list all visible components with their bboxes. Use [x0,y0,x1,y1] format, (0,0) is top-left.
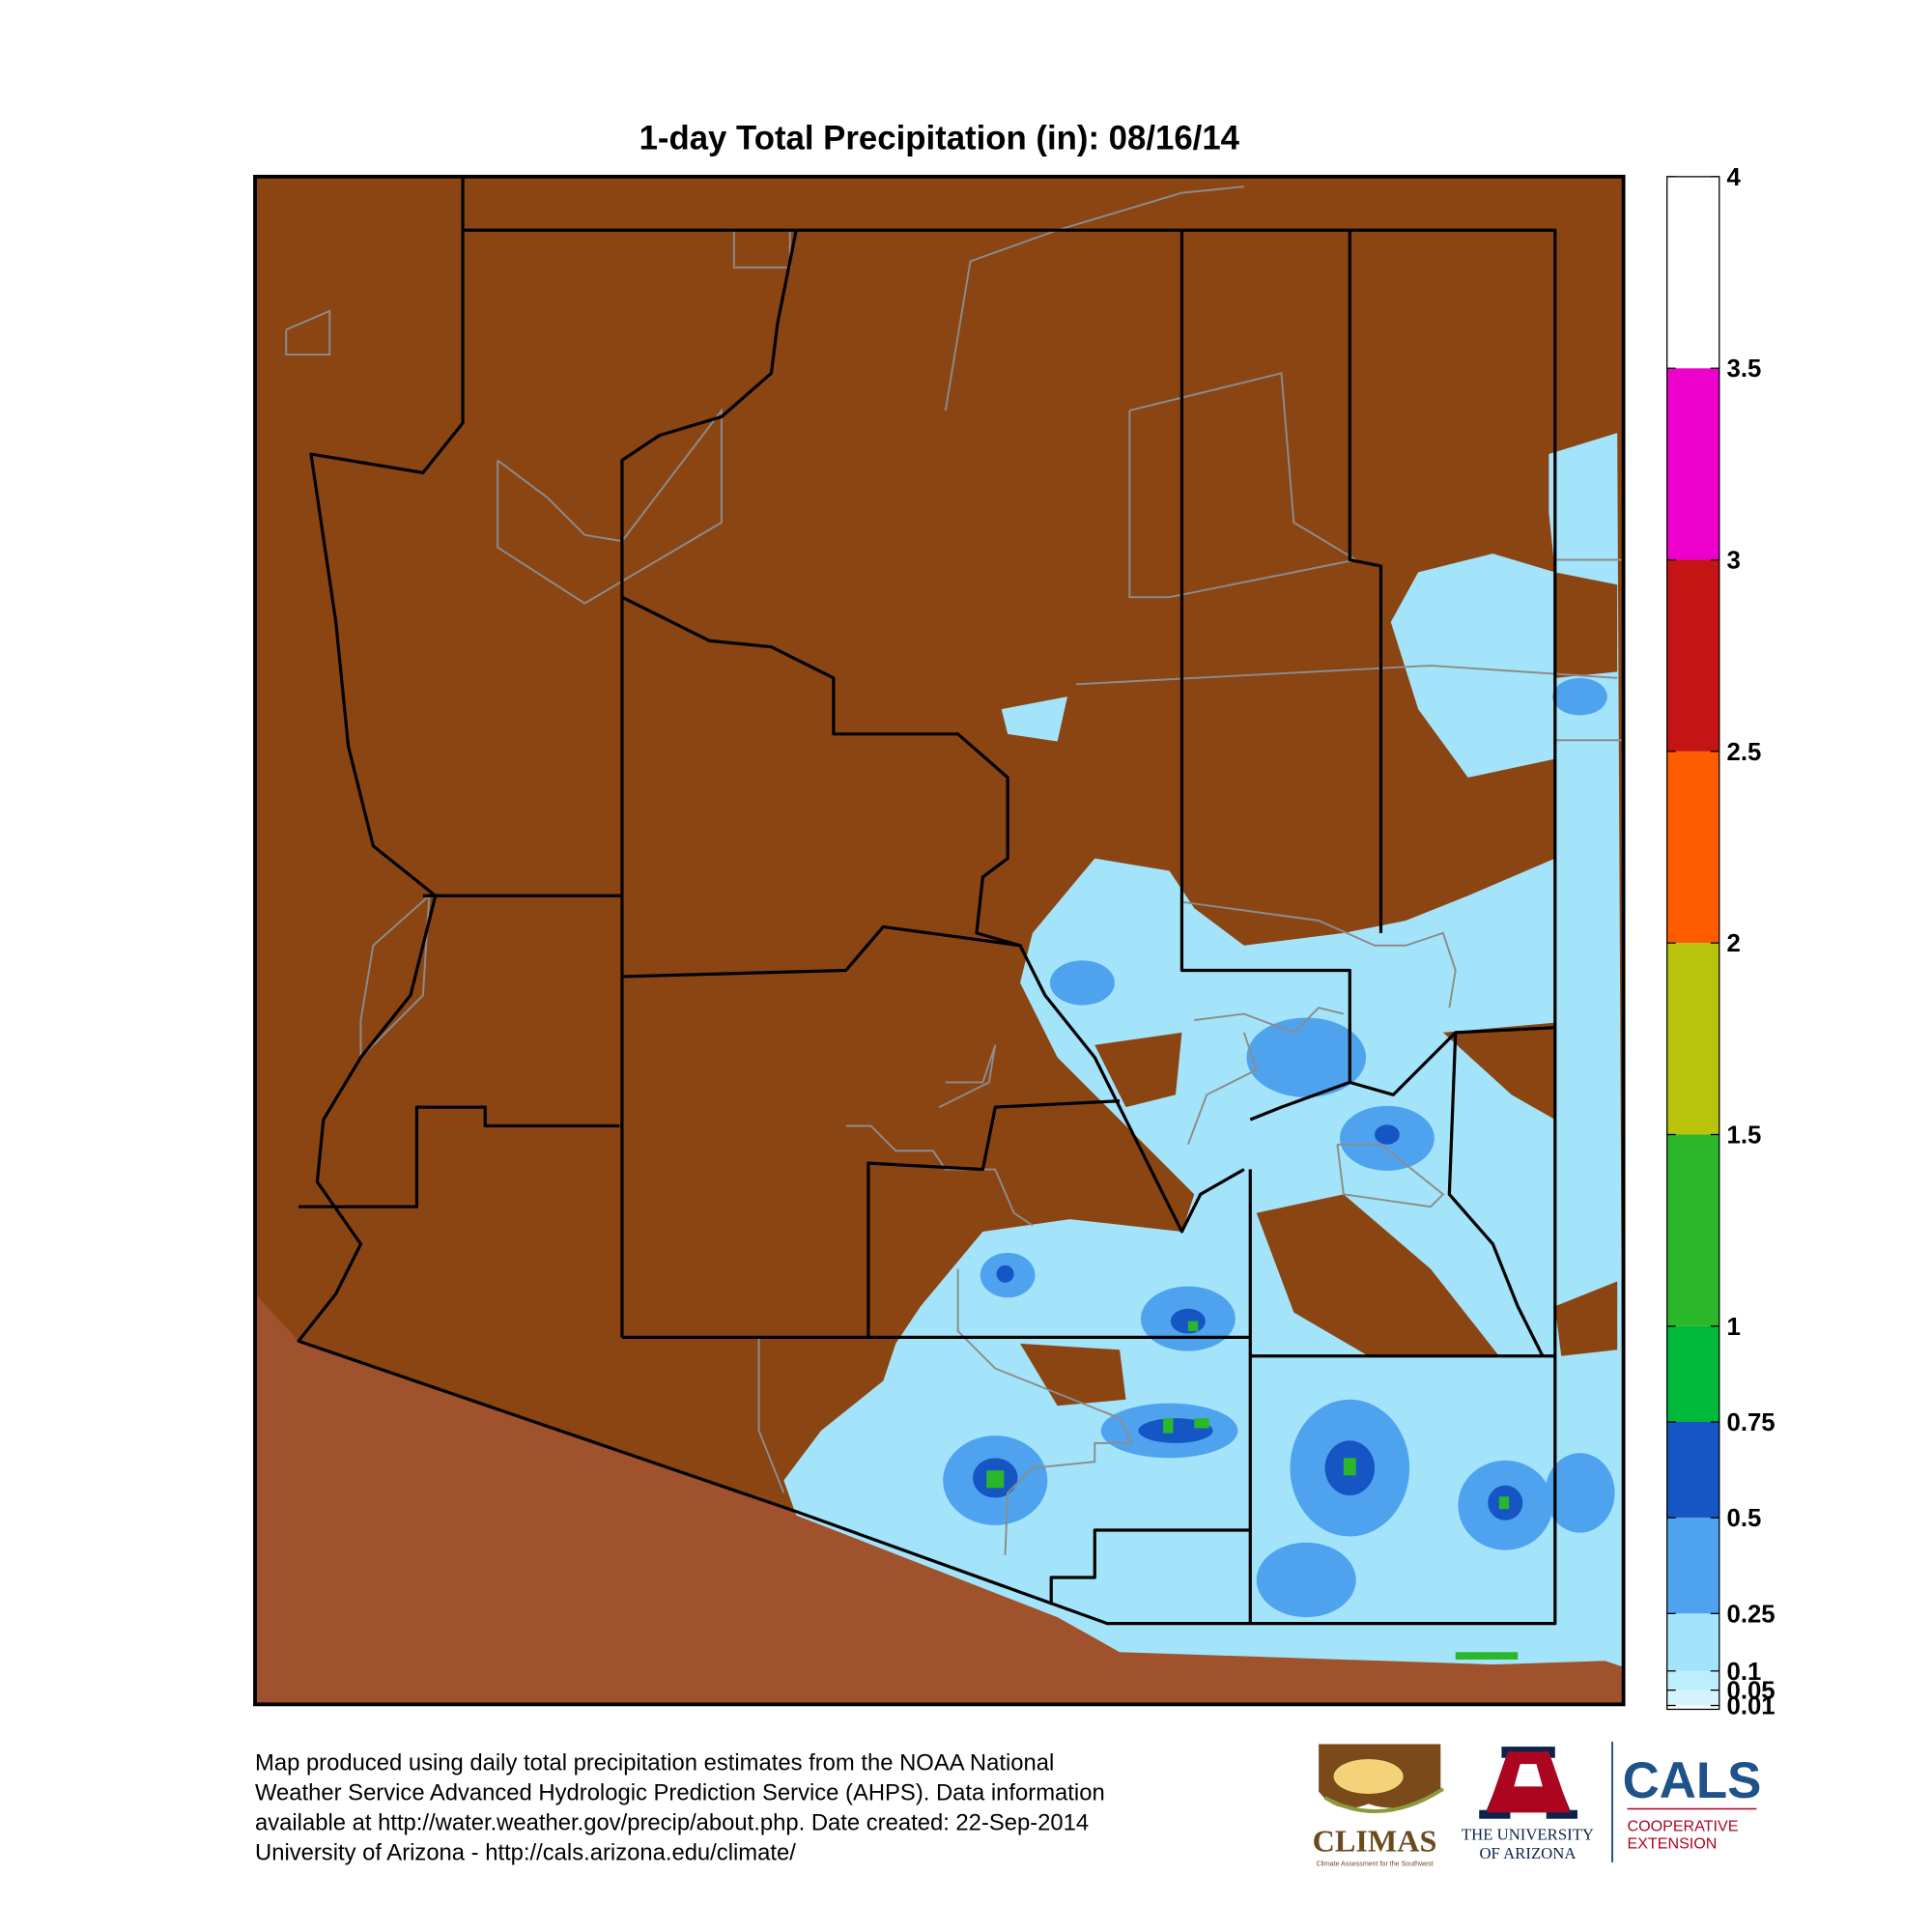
footer-line: University of Arizona - http://cals.ariz… [255,1839,796,1865]
colorbar-band [1666,751,1719,944]
climas-tagline: Climate Assessment for the Southwest [1316,1861,1433,1868]
colorbar-tick-label: 0.05 [1727,1678,1776,1705]
colorbar-band [1666,176,1719,369]
precip-area [783,433,1624,1667]
footer-line: Map produced using daily total precipita… [255,1750,1054,1776]
dry-patch [1554,1281,1618,1356]
colorbar-band [1666,559,1719,752]
footer-line: available at http://water.weather.gov/pr… [255,1809,1089,1835]
colorbar-tick-label: 2.5 [1727,739,1762,766]
map-title: 1-day Total Precipitation (in): 08/16/14 [639,121,1240,157]
colorbar: 0.010.050.1 0.25 0.5 0.75 1 1.5 2 2.5 3 3.5 4 [1666,164,1776,1720]
colorbar-tick-label: 0.01 [1727,1693,1776,1720]
colorbar-band [1666,1670,1719,1690]
colorbar-band [1666,368,1719,560]
colorbar-tick-label: 4 [1727,164,1742,191]
precip-area [1001,696,1067,742]
colorbar-band [1666,1613,1719,1671]
colorbar-tick-label: 2 [1727,930,1741,957]
precip-very-heavy [986,1321,1519,1660]
county-lines [297,176,1557,1626]
colorbar-band [1666,1325,1719,1422]
colorbar-tick-label: 0.75 [1727,1409,1776,1436]
colorbar-tick-label: 1 [1727,1314,1741,1341]
footer-line: Weather Service Advanced Hydrologic Pred… [255,1779,1105,1805]
cals-line: COOPERATIVE [1627,1818,1738,1835]
colorbar-tick-label: 3 [1727,548,1741,575]
dry-patch [1554,572,1618,678]
colorbar-tick-label: 1.5 [1727,1122,1762,1150]
dry-patch [1256,1194,1499,1356]
cals-name: CALS [1623,1752,1762,1809]
colorbar-band [1666,1421,1719,1519]
map-frame [253,174,1626,1707]
dry-patch [1020,1343,1126,1406]
mexico [255,1293,1624,1705]
colorbar-band [1666,1518,1719,1614]
logos: CLIMAS Climate Assessment for the Southw… [1313,1741,1762,1868]
ua-name: OF ARIZONA [1479,1844,1576,1862]
colorbar-band [1666,1690,1719,1706]
colorbar-band [1666,943,1719,1135]
colorbar-tick-label: 0.5 [1727,1505,1762,1532]
map [253,174,1626,1707]
ua-logo-gap [1514,1764,1543,1787]
colorbar-band [1666,1134,1719,1326]
climas-sun [1333,1758,1404,1795]
colorbar-tick-label: 0.25 [1727,1601,1776,1628]
ua-name: THE UNIVERSITY [1462,1826,1594,1844]
climas-name: CLIMAS [1313,1823,1437,1858]
cals-line: EXTENSION [1627,1835,1717,1853]
footer: Map produced using daily total precipita… [255,1750,1105,1866]
colorbar-tick-label: 3.5 [1727,355,1762,383]
colorbar-tick-label: 0.1 [1727,1659,1762,1686]
climas-swoosh [1323,1787,1444,1813]
dry-patch [1442,1022,1555,1121]
